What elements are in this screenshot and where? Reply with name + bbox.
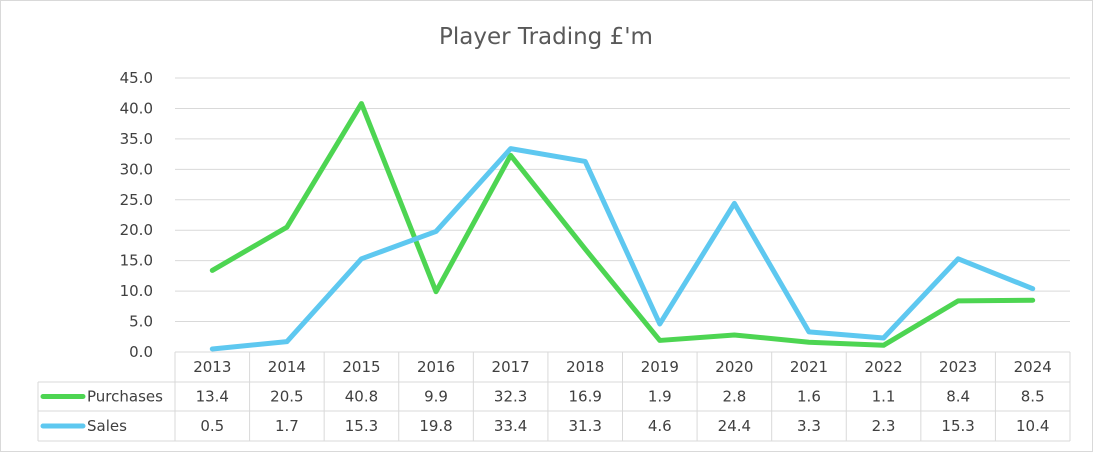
series-line bbox=[209, 101, 1036, 348]
x-tick-label: 2017 bbox=[492, 358, 530, 376]
data-label: 15.3 bbox=[941, 417, 974, 435]
chart-title: Player Trading £'m bbox=[439, 24, 653, 50]
data-label: 1.1 bbox=[872, 388, 896, 406]
data-label: 40.8 bbox=[345, 388, 378, 406]
data-label: 1.6 bbox=[797, 388, 821, 406]
x-tick-label: 2018 bbox=[566, 358, 604, 376]
y-tick-label: 20.0 bbox=[120, 221, 153, 239]
data-label: 31.3 bbox=[569, 417, 602, 435]
data-table: 2013 2014 2015 2016 2017 2018 2019 2020 2021 2022… bbox=[37, 351, 1071, 442]
data-label: 4.6 bbox=[648, 417, 672, 435]
y-axis-ticks: 0.0 5.0 10.0 15.0 20.0 25.0 30.0 35.0 40.0 45.0 bbox=[120, 69, 153, 361]
x-tick-label: 2013 bbox=[193, 358, 231, 376]
x-tick-label: 2024 bbox=[1014, 358, 1052, 376]
data-label: 1.9 bbox=[648, 388, 672, 406]
y-tick-label: 15.0 bbox=[120, 252, 153, 270]
x-tick-label: 2016 bbox=[417, 358, 455, 376]
data-label: 13.4 bbox=[196, 388, 229, 406]
data-label: 10.4 bbox=[1016, 417, 1049, 435]
y-tick-label: 5.0 bbox=[129, 313, 153, 331]
x-tick-label: 2022 bbox=[864, 358, 902, 376]
data-label: 24.4 bbox=[718, 417, 751, 435]
legend-label: Purchases bbox=[87, 388, 163, 406]
x-tick-label: 2019 bbox=[641, 358, 679, 376]
data-label: 8.4 bbox=[946, 388, 970, 406]
y-tick-label: 45.0 bbox=[120, 69, 153, 87]
data-label: 3.3 bbox=[797, 417, 821, 435]
data-label: 9.9 bbox=[424, 388, 448, 406]
data-label: 1.7 bbox=[275, 417, 299, 435]
data-label: 2.8 bbox=[722, 388, 746, 406]
y-tick-label: 25.0 bbox=[120, 191, 153, 209]
y-tick-label: 40.0 bbox=[120, 99, 153, 117]
x-tick-label: 2015 bbox=[342, 358, 380, 376]
y-tick-label: 0.0 bbox=[129, 343, 153, 361]
data-label: 2.3 bbox=[872, 417, 896, 435]
legend-label: Sales bbox=[87, 417, 127, 435]
series-line bbox=[209, 146, 1036, 352]
y-tick-label: 35.0 bbox=[120, 130, 153, 148]
data-label: 15.3 bbox=[345, 417, 378, 435]
x-tick-label: 2020 bbox=[715, 358, 753, 376]
data-label: 19.8 bbox=[419, 417, 452, 435]
series-lines bbox=[209, 101, 1036, 352]
x-tick-label: 2021 bbox=[790, 358, 828, 376]
data-label: 0.5 bbox=[200, 417, 224, 435]
y-tick-label: 30.0 bbox=[120, 160, 153, 178]
x-tick-label: 2023 bbox=[939, 358, 977, 376]
data-label: 8.5 bbox=[1021, 388, 1045, 406]
x-tick-label: 2014 bbox=[268, 358, 306, 376]
data-label: 20.5 bbox=[270, 388, 303, 406]
data-label: 33.4 bbox=[494, 417, 527, 435]
data-label: 32.3 bbox=[494, 388, 527, 406]
y-tick-label: 10.0 bbox=[120, 282, 153, 300]
data-label: 16.9 bbox=[569, 388, 602, 406]
